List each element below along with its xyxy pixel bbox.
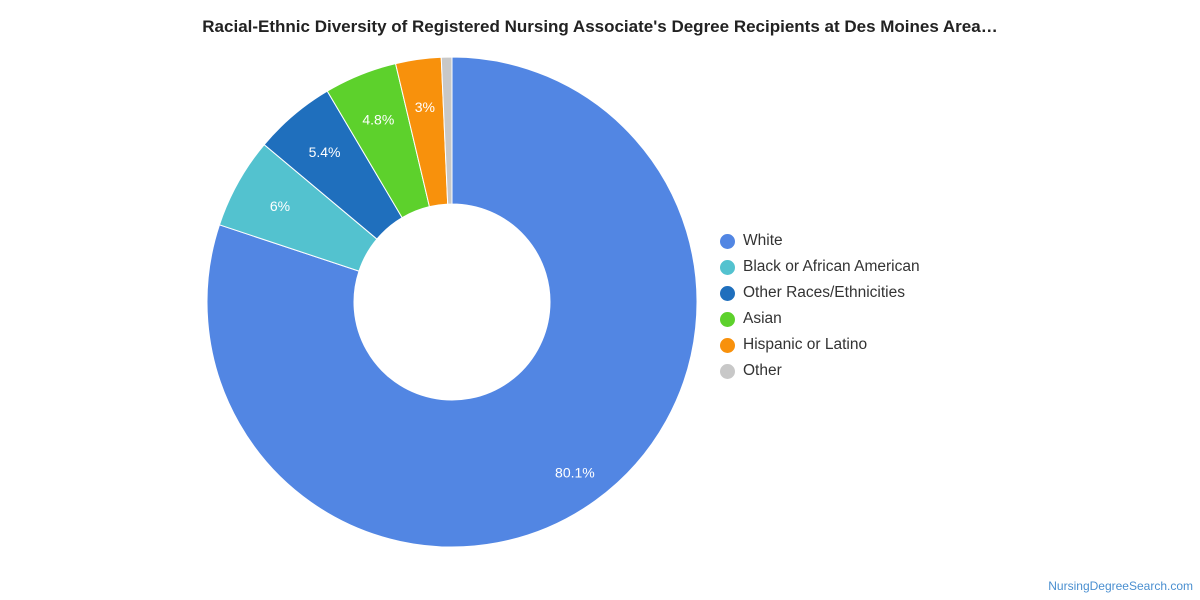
watermark[interactable]: NursingDegreeSearch.com xyxy=(1048,579,1193,593)
legend-label: Hispanic or Latino xyxy=(743,336,868,353)
legend-label: Other Races/Ethnicities xyxy=(743,284,905,301)
slice-label: 80.1% xyxy=(555,464,595,480)
slice-label: 4.8% xyxy=(362,111,394,127)
legend-item[interactable]: Other Races/Ethnicities xyxy=(720,280,920,306)
slice-label: 6% xyxy=(270,198,290,214)
slice-label: 5.4% xyxy=(309,144,341,160)
legend-label: Black or African American xyxy=(743,258,920,275)
legend-label: Asian xyxy=(743,310,782,327)
slice-label: 3% xyxy=(415,99,435,115)
legend-item[interactable]: Other xyxy=(720,358,920,384)
legend-label: Other xyxy=(743,362,782,379)
legend-swatch xyxy=(720,311,735,327)
legend-item[interactable]: Asian xyxy=(720,306,920,332)
slice-other[interactable] xyxy=(440,56,453,205)
legend-item[interactable]: White xyxy=(720,228,920,254)
legend-item[interactable]: Hispanic or Latino xyxy=(720,332,920,358)
legend-swatch xyxy=(720,259,735,275)
legend-label: White xyxy=(743,232,783,249)
legend-item[interactable]: Black or African American xyxy=(720,254,920,280)
slice-white[interactable] xyxy=(206,56,698,548)
legend-swatch xyxy=(720,363,735,379)
chart-legend: White Black or African American Other Race… xyxy=(720,228,920,384)
legend-swatch xyxy=(720,337,735,353)
chart-title: Racial-Ethnic Diversity of Registered Nu… xyxy=(202,17,998,36)
legend-swatch xyxy=(720,233,735,249)
legend-swatch xyxy=(720,285,735,301)
